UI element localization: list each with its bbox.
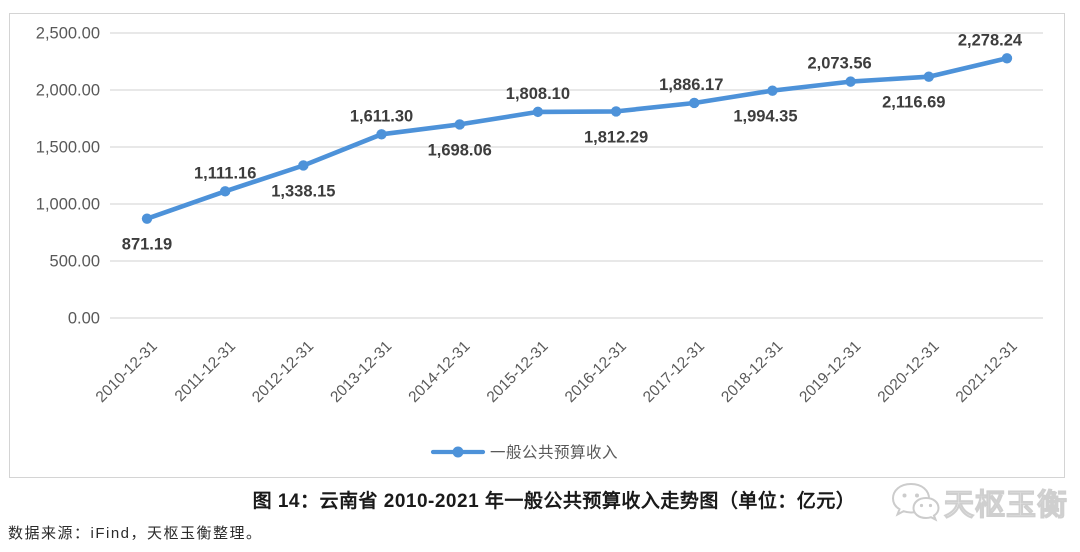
data-point-marker <box>610 106 622 117</box>
data-point-marker <box>845 76 856 87</box>
x-tick-label: 2011-12-31 <box>172 338 239 405</box>
x-tick-label: 2010-12-31 <box>93 338 161 406</box>
x-tick-label: 2013-12-31 <box>327 338 395 406</box>
y-tick-label: 2,000.00 <box>36 82 100 100</box>
y-tick-label: 1,500.00 <box>36 139 100 157</box>
data-point-marker <box>141 213 153 224</box>
data-label: 1,812.29 <box>584 128 648 146</box>
series-line <box>144 56 1010 221</box>
data-point-marker <box>767 85 778 96</box>
legend-dot-marker <box>452 446 464 458</box>
data-label: 1,111.16 <box>194 164 256 182</box>
data-point-marker <box>532 106 544 118</box>
data-point-marker <box>923 71 934 82</box>
x-tick-label: 2021-12-31 <box>953 338 1021 406</box>
x-tick-label: 2014-12-31 <box>405 338 473 406</box>
data-point-marker <box>1001 53 1013 64</box>
y-tick-label: 1,000.00 <box>36 196 100 214</box>
figure-caption: 图 14：云南省 2010-2021 年一般公共预算收入走势图（单位：亿元） <box>252 491 856 512</box>
data-label: 1,886.17 <box>659 76 723 94</box>
source-note: 数据来源：iFind，天枢玉衡整理。 <box>8 525 263 542</box>
data-point-marker <box>689 97 700 109</box>
data-label: 2,278.24 <box>958 31 1023 49</box>
data-point-marker <box>298 160 309 171</box>
x-tick-label: 2018-12-31 <box>718 338 786 406</box>
data-label: 2,073.56 <box>808 55 872 73</box>
x-tick-label: 2017-12-31 <box>640 338 708 406</box>
data-point-marker <box>219 186 231 197</box>
x-tick-label: 2012-12-31 <box>249 338 317 406</box>
x-tick-label: 2020-12-31 <box>875 338 943 406</box>
data-point-marker <box>376 129 387 140</box>
data-label: 2,116.69 <box>882 94 945 112</box>
data-label: 1,808.10 <box>506 85 570 103</box>
data-label: 871.19 <box>122 236 172 254</box>
y-tick-label: 2,500.00 <box>36 25 100 43</box>
data-label: 1,338.15 <box>271 182 335 200</box>
y-tick-label: 500.00 <box>50 253 100 271</box>
x-tick-label: 2016-12-31 <box>562 338 630 406</box>
data-label: 1,994.35 <box>733 108 797 126</box>
data-label: 1,611.30 <box>350 107 413 125</box>
legend-label: 一般公共预算收入 <box>490 443 618 462</box>
data-label: 1,698.06 <box>428 141 492 159</box>
y-tick-label: 0.00 <box>68 310 100 328</box>
x-tick-label: 2015-12-31 <box>484 338 552 406</box>
x-tick-label: 2019-12-31 <box>796 338 864 406</box>
data-point-marker <box>454 119 465 130</box>
